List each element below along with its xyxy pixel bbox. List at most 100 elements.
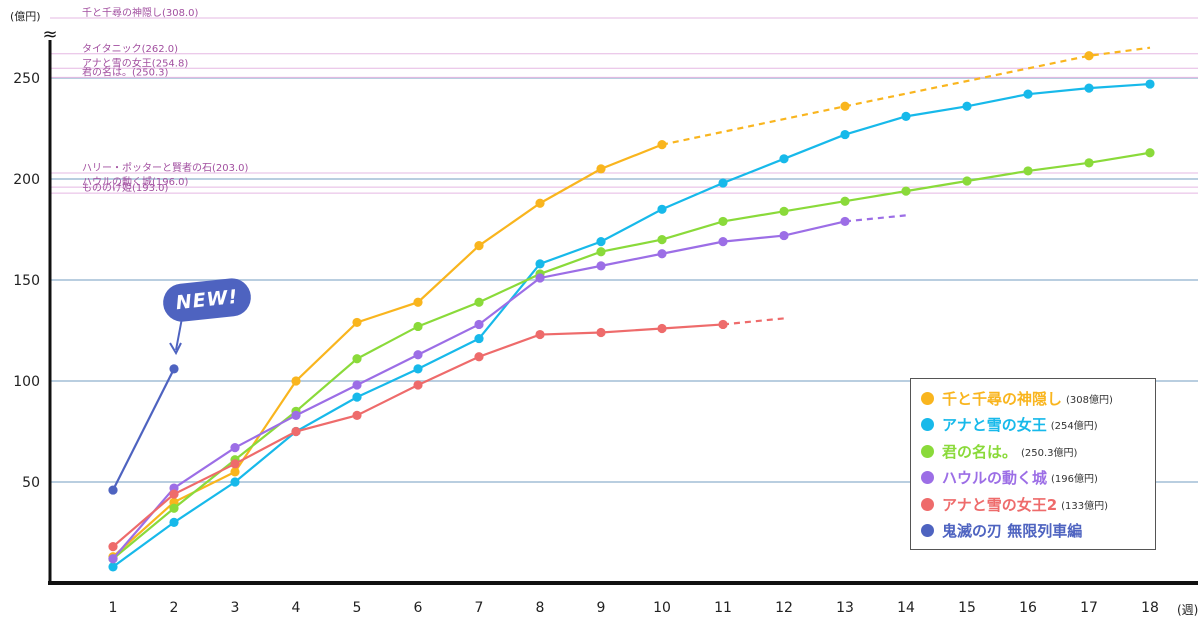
x-tick-label: 15 [958, 600, 976, 616]
reference-lines: 千と千尋の神隠し(308.0) タイタニック(262.0)アナと雪の女王(254.… [50, 6, 1198, 194]
y-axis-label: (億円) [10, 10, 41, 23]
data-point [1084, 158, 1094, 168]
new-badge-pointer [175, 317, 183, 351]
legend-item: 千と千尋の神隠し (308億円) [921, 385, 1155, 412]
legend-total: (250.3億円) [1021, 447, 1078, 459]
series-group [108, 214, 907, 564]
legend-swatch [921, 524, 934, 538]
legend-swatch [921, 418, 934, 432]
data-point [596, 247, 606, 257]
y-tick-label: 50 [22, 475, 40, 491]
x-tick-label: 14 [897, 600, 915, 616]
legend-swatch [921, 444, 934, 458]
data-point [535, 329, 545, 340]
axis-break-gap [44, 28, 56, 38]
data-point [413, 350, 423, 360]
series-lines [108, 46, 1155, 572]
data-point [596, 261, 606, 271]
legend-label: 鬼滅の刃 無限列車編 [942, 522, 1083, 541]
x-tick-label: 5 [353, 600, 362, 616]
data-point [1084, 83, 1094, 93]
data-point [962, 101, 972, 111]
legend-label: ハウルの動く城 [942, 469, 1048, 488]
data-point [535, 259, 545, 269]
y-tick-label: 250 [13, 71, 40, 87]
data-point [169, 517, 179, 528]
data-point [535, 198, 545, 208]
data-point [1023, 166, 1033, 176]
x-tick-label: 10 [653, 600, 671, 616]
data-point [840, 216, 850, 227]
data-point [840, 196, 850, 206]
reference-label: アナと雪の女王(254.8) [82, 56, 188, 69]
x-axis-label: (週) [1177, 603, 1198, 617]
data-point [657, 235, 667, 245]
data-point [169, 503, 179, 513]
data-point [657, 249, 667, 259]
reference-label: もののけ姫(193.0) [82, 181, 169, 194]
data-point [291, 410, 301, 420]
x-tick-labels: 1 2 3 4 5 6 7 8 9 10 11 12 13 14 15 16 17 18 [109, 600, 1159, 616]
legend-total: (196億円) [1051, 474, 1098, 486]
series-line [112, 82, 1151, 568]
new-badge-arrowhead [169, 342, 182, 356]
legend-item: アナと雪の女王2 (133億円) [921, 491, 1155, 518]
legend-total: (308億円) [1066, 394, 1113, 406]
data-point [413, 321, 423, 332]
data-point [779, 230, 789, 241]
data-point [840, 101, 850, 111]
data-point [1145, 79, 1155, 89]
data-point [1023, 89, 1033, 99]
x-tick-label: 4 [292, 600, 301, 616]
data-point [596, 237, 606, 247]
data-point [230, 467, 240, 477]
x-tick-label: 7 [475, 600, 484, 616]
data-point [718, 319, 728, 330]
data-point [108, 554, 118, 564]
series-projection [844, 214, 907, 223]
legend-swatch [921, 471, 934, 485]
data-point [108, 542, 118, 552]
legend-label: 君の名は。 [942, 442, 1018, 461]
data-point [779, 206, 789, 216]
series-group [108, 317, 785, 552]
legend-label: アナと雪の女王 [942, 416, 1047, 435]
legend-label: 千と千尋の神隠し [942, 389, 1063, 408]
data-point [413, 297, 423, 307]
x-tick-label: 13 [836, 600, 854, 616]
data-point [352, 317, 362, 328]
x-tick-label: 2 [170, 600, 179, 616]
reference-label: ハリー・ポッターと賢者の石(203.0) [82, 162, 249, 174]
data-point [413, 364, 423, 374]
legend-label: アナと雪の女王2 [942, 495, 1058, 514]
x-tick-label: 1 [109, 600, 118, 616]
y-tick-label: 100 [13, 374, 40, 390]
data-point [718, 178, 728, 188]
data-point [1084, 51, 1094, 61]
x-tick-label: 8 [536, 600, 545, 616]
series-group [108, 364, 179, 495]
x-tick-label: 11 [714, 600, 732, 616]
data-point [108, 485, 118, 495]
x-tick-label: 16 [1019, 600, 1037, 616]
x-tick-label: 9 [597, 600, 606, 616]
data-point [169, 364, 179, 374]
data-point [474, 241, 484, 251]
data-point [291, 376, 301, 386]
x-tick-label: 3 [231, 600, 240, 616]
data-point [108, 562, 118, 572]
data-point [901, 111, 911, 121]
data-point [230, 443, 240, 453]
reference-label: 君の名は。(250.3) [82, 65, 169, 78]
x-tick-label: 12 [775, 600, 793, 616]
legend-item: 鬼滅の刃 無限列車編 [921, 518, 1155, 545]
axis-break-symbol: ≈ [42, 24, 57, 45]
series-line [112, 143, 663, 558]
data-point [474, 319, 484, 330]
data-point [474, 333, 484, 344]
data-point [779, 154, 789, 164]
data-point [596, 327, 606, 338]
reference-label: ハウルの動く城(196.0) [82, 175, 189, 188]
legend-item: 君の名は。 (250.3億円) [921, 438, 1155, 465]
